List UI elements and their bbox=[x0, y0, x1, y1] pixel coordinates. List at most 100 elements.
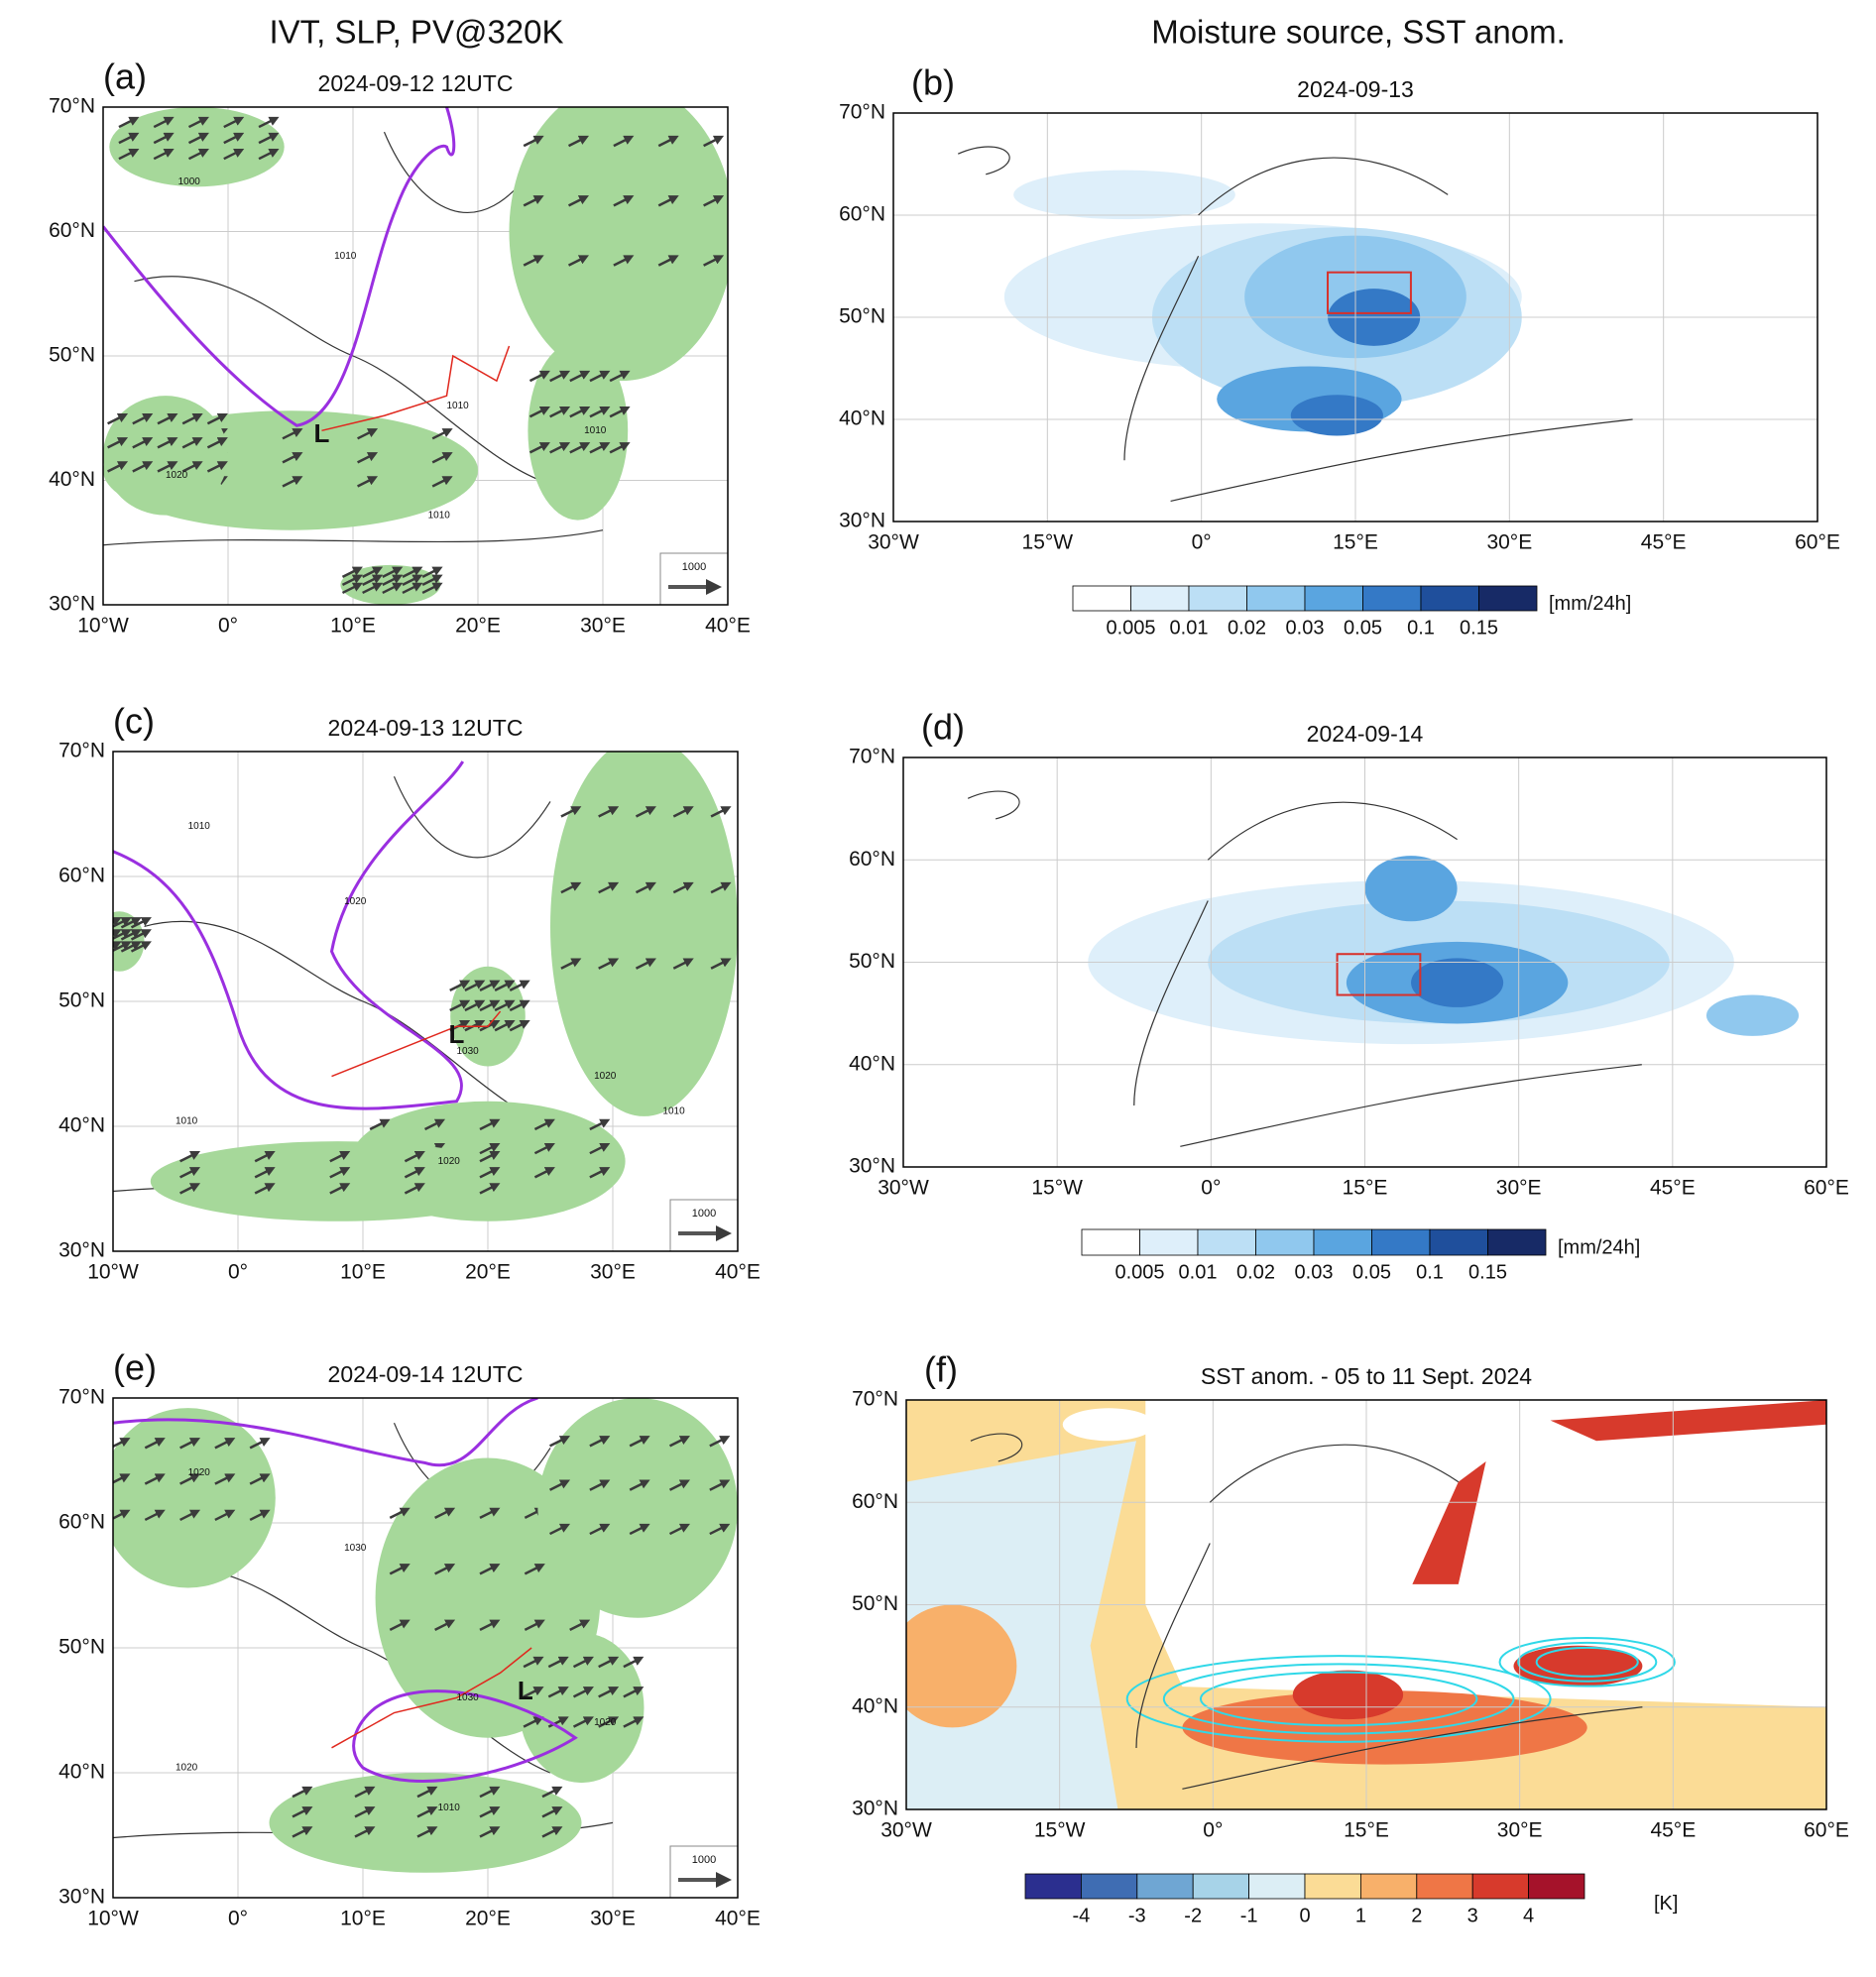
ivt-arrow bbox=[589, 1167, 611, 1179]
ivt-arrow bbox=[157, 461, 178, 473]
ivt-arrow bbox=[118, 148, 140, 161]
ivt-arrow bbox=[589, 1118, 611, 1131]
lon-label: 0° bbox=[1203, 1819, 1223, 1842]
ref-box bbox=[659, 552, 728, 605]
colorbar-swatch bbox=[1246, 585, 1306, 612]
panel-title: SST anom. - 05 to 11 Sept. 2024 bbox=[1201, 1363, 1532, 1389]
contour bbox=[1125, 1655, 1552, 1743]
ivt-arrow bbox=[635, 881, 656, 894]
trajectory bbox=[331, 1010, 502, 1078]
ivt-arrow bbox=[509, 999, 530, 1012]
ivt-arrow bbox=[549, 1436, 571, 1448]
lon-label: 10°W bbox=[87, 1261, 139, 1284]
ivt-arrow bbox=[479, 1786, 501, 1799]
ivt-arrow bbox=[402, 582, 423, 595]
ivt-arrow bbox=[181, 437, 203, 449]
ivt-area bbox=[103, 396, 228, 516]
lat-label: 70°N bbox=[59, 740, 105, 762]
ivt-arrow bbox=[703, 195, 725, 207]
lon-label: 30°E bbox=[590, 1908, 636, 1930]
lat-label: 50°N bbox=[59, 1636, 105, 1659]
ivt-arrow bbox=[329, 1183, 351, 1195]
ivt-arrow bbox=[572, 1656, 594, 1669]
ivt-arrow bbox=[107, 437, 129, 449]
black-sea bbox=[1513, 1645, 1643, 1687]
ivt-area bbox=[150, 1141, 526, 1221]
map-frame bbox=[102, 106, 729, 606]
land bbox=[1062, 1408, 1155, 1442]
ivt-arrow bbox=[479, 980, 501, 991]
ivt-arrow bbox=[206, 413, 228, 425]
moisture-blob bbox=[1411, 958, 1504, 1007]
colorbar-tick: 0.1 bbox=[1407, 617, 1435, 639]
ivt-arrow bbox=[710, 958, 732, 970]
slp-label: 1010 bbox=[584, 425, 607, 436]
ivt-arrow bbox=[130, 941, 152, 953]
ivt-arrow bbox=[479, 1118, 501, 1131]
ivt-arrow bbox=[479, 1619, 501, 1631]
ivt-arrow bbox=[533, 1118, 555, 1131]
lon-label: 30°E bbox=[1486, 531, 1532, 554]
ivt-arrow bbox=[144, 1509, 166, 1522]
colorbar-swatch bbox=[1081, 1873, 1138, 1900]
ivt-arrow bbox=[416, 1826, 438, 1838]
lat-label: 40°N bbox=[852, 1694, 898, 1717]
lat-label: 50°N bbox=[852, 1592, 898, 1615]
ivt-arrow bbox=[206, 461, 228, 473]
ivt-arrow bbox=[549, 370, 571, 383]
colorbar-swatch bbox=[1304, 585, 1363, 612]
lat-label: 30°N bbox=[852, 1798, 898, 1820]
ivt-arrow bbox=[144, 1473, 166, 1485]
lat-label: 50°N bbox=[849, 950, 895, 973]
ivt-arrow bbox=[672, 958, 694, 970]
colorbar-swatch bbox=[1139, 1228, 1199, 1256]
ivt-arrow bbox=[118, 116, 140, 129]
ivt-arrow bbox=[113, 929, 122, 939]
ivt-arrow bbox=[416, 1786, 438, 1799]
slp-label: 1020 bbox=[438, 1156, 461, 1167]
ivt-arrow bbox=[153, 132, 175, 145]
lat-label: 60°N bbox=[849, 848, 895, 871]
panel-label: (c) bbox=[113, 701, 155, 742]
ivt-arrow bbox=[282, 476, 303, 488]
ivt-arrow bbox=[464, 999, 486, 1012]
ivt-arrow bbox=[609, 442, 631, 454]
colorbar-tick: -1 bbox=[1240, 1905, 1258, 1926]
ivt-arrow bbox=[258, 132, 280, 145]
ivt-arrow bbox=[254, 1167, 276, 1179]
ivt-arrow bbox=[179, 1509, 201, 1522]
ivt-arrow bbox=[404, 1167, 425, 1179]
ivt-arrow bbox=[494, 999, 516, 1012]
target-box bbox=[1327, 271, 1412, 314]
ivt-arrow bbox=[113, 941, 132, 953]
low-marker: L bbox=[314, 418, 330, 448]
ivt-arrow bbox=[629, 1436, 650, 1448]
map-frame bbox=[905, 1399, 1827, 1810]
ivt-arrow bbox=[223, 148, 245, 161]
ivt-arrow bbox=[107, 413, 129, 425]
lat-label: 60°N bbox=[839, 203, 885, 226]
colorbar-tick: 0 bbox=[1299, 1905, 1310, 1926]
ivt-arrow bbox=[118, 132, 140, 145]
ivt-arrow bbox=[113, 1509, 131, 1520]
low-marker: L bbox=[449, 1019, 465, 1049]
ivt-arrow bbox=[668, 1479, 690, 1491]
ivt-arrow bbox=[402, 574, 423, 587]
map-content bbox=[906, 1400, 1826, 1809]
trajectory bbox=[331, 1647, 532, 1749]
moisture-blob bbox=[1013, 170, 1235, 220]
ivt-arrow bbox=[292, 1786, 313, 1799]
ivt-arrow bbox=[523, 135, 544, 148]
panel-label: (a) bbox=[103, 57, 147, 97]
lat-label: 50°N bbox=[59, 989, 105, 1012]
ref-label: 1000 bbox=[692, 1854, 716, 1866]
ivt-area bbox=[550, 752, 738, 1116]
ivt-arrow bbox=[509, 980, 530, 991]
panel-title: 2024-09-14 bbox=[1307, 721, 1424, 747]
ivt-arrow bbox=[657, 255, 679, 267]
ivt-arrow bbox=[464, 980, 486, 991]
panel-label: (d) bbox=[921, 707, 965, 748]
colorbar-swatch bbox=[1487, 1228, 1547, 1256]
ivt-arrow bbox=[547, 1686, 569, 1698]
ivt-arrow bbox=[635, 958, 656, 970]
